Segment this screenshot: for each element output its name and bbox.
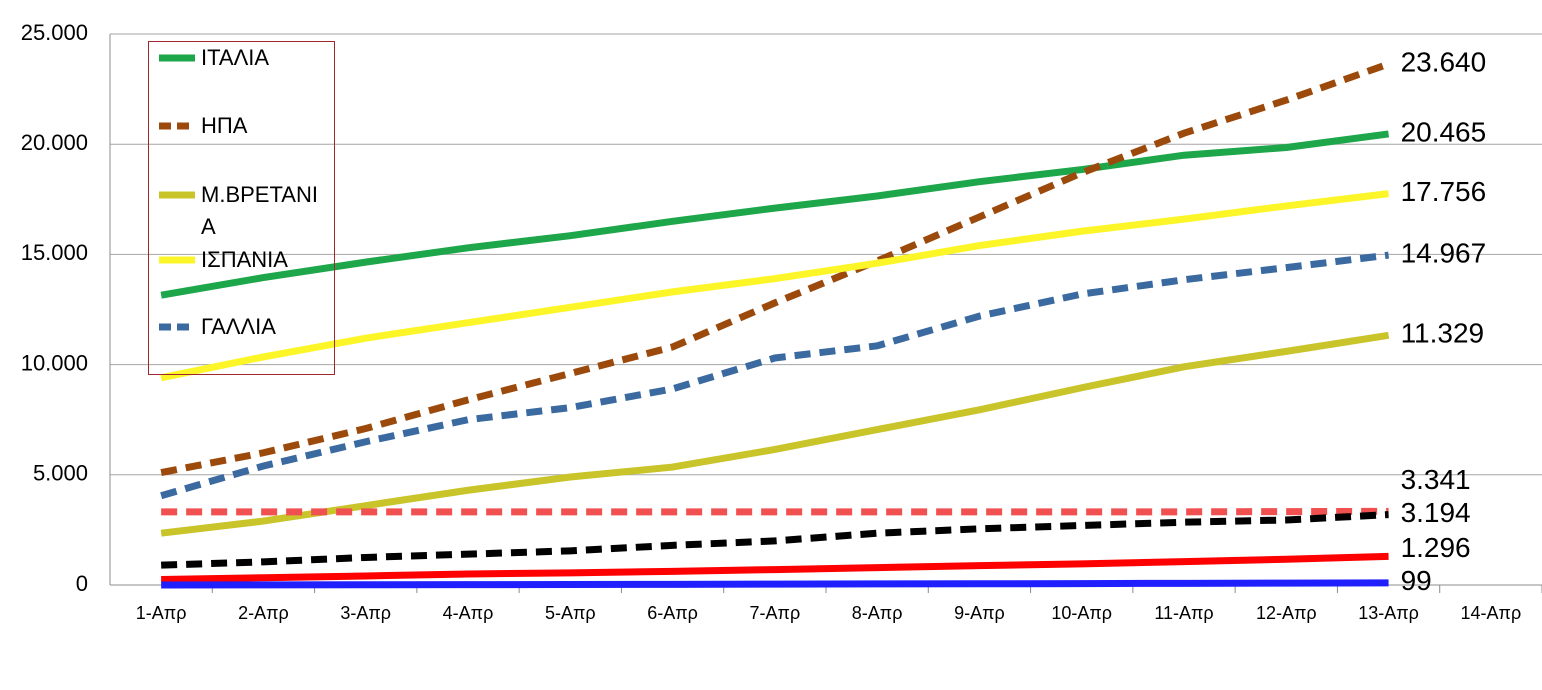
series-line	[160, 60, 1390, 477]
legend-swatch	[159, 323, 195, 331]
x-tick-label: 10-Απρ	[1051, 603, 1112, 623]
x-tick-label: 3-Απρ	[340, 603, 391, 623]
series-line	[160, 331, 1390, 537]
x-tick-label: 4-Απρ	[443, 603, 494, 623]
legend: ΙΤΑΛΙΑ ΗΠΑ Μ.ΒΡΕΤΑΝΙΑ ΙΣΠΑΝΙΑ ΓΑΛΛΙΑ	[148, 41, 335, 375]
x-tick-label: 12-Απρ	[1256, 603, 1317, 623]
legend-label: ΙΣΠΑΝΙΑ	[201, 247, 288, 272]
x-tick-label: 6-Απρ	[647, 603, 698, 623]
legend-label: Μ.ΒΡΕΤΑΝΙΑ	[201, 182, 318, 239]
data-label: 3.194	[1401, 497, 1471, 528]
data-label: 20.465	[1401, 116, 1487, 147]
legend-label: ΓΑΛΛΙΑ	[201, 314, 276, 339]
legend-label: ΙΤΑΛΙΑ	[201, 45, 270, 70]
x-tick-label: 11-Απρ	[1154, 603, 1213, 623]
y-tick-label: 25.000	[21, 20, 88, 45]
series-line	[161, 511, 1389, 569]
x-tick-label: 5-Απρ	[545, 603, 596, 623]
y-tick-label: 10.000	[21, 350, 88, 375]
series-line	[160, 130, 1390, 299]
data-label: 17.756	[1401, 176, 1487, 207]
y-tick-label: 15.000	[21, 240, 88, 265]
legend-label: ΗΠΑ	[201, 113, 248, 138]
data-label: 1.296	[1401, 532, 1471, 563]
y-tick-label: 5.000	[33, 461, 88, 486]
x-tick-label: 9-Απρ	[954, 603, 1005, 623]
data-label: 23.640	[1401, 46, 1487, 77]
y-tick-label: 20.000	[21, 130, 88, 155]
legend-swatch	[159, 54, 195, 62]
x-tick-label: 13-Απρ	[1358, 603, 1419, 623]
series-line	[161, 579, 1389, 589]
legend-swatch	[159, 191, 195, 199]
series-line	[160, 251, 1389, 500]
data-label: 99	[1401, 565, 1432, 596]
x-tick-label: 1-Απρ	[136, 603, 187, 623]
x-tick-label: 7-Απρ	[750, 603, 801, 623]
x-tick-label: 2-Απρ	[238, 603, 289, 623]
series-line	[160, 190, 1389, 382]
y-tick-label: 0	[76, 571, 88, 596]
legend-swatch	[159, 256, 195, 264]
x-tick-label: 14-Απρ	[1461, 603, 1522, 623]
data-label: 3.341	[1401, 464, 1471, 495]
legend-swatch	[159, 122, 195, 130]
x-tick-label: 8-Απρ	[852, 603, 903, 623]
data-label: 14.967	[1401, 238, 1487, 269]
series-line	[161, 552, 1389, 583]
data-label: 11.329	[1401, 318, 1485, 349]
